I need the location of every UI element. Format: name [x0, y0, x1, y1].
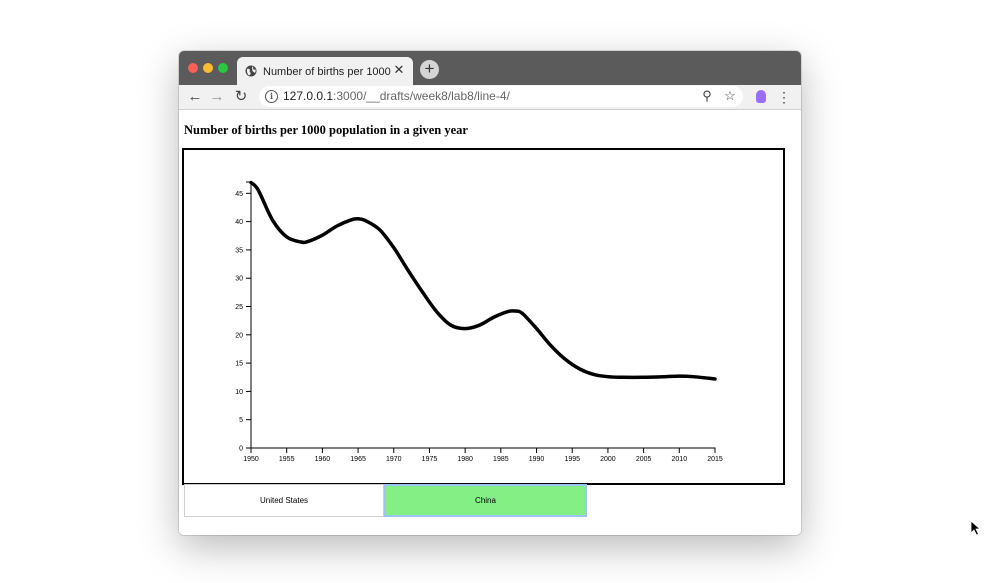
info-icon[interactable]: i: [265, 90, 278, 103]
browser-toolbar: ← → ↻ i 127.0.0.1:3000/__drafts/week8/la…: [179, 85, 801, 110]
series-line: [249, 180, 717, 381]
back-arrow-icon[interactable]: ←: [187, 88, 203, 105]
globe-icon: [245, 65, 257, 77]
x-tick-label: 2000: [600, 456, 616, 463]
x-tick-label: 1950: [243, 456, 259, 463]
y-tick-label: 15: [235, 361, 243, 368]
x-tick-label: 1985: [493, 456, 509, 463]
address-bar[interactable]: i 127.0.0.1:3000/__drafts/week8/lab8/lin…: [259, 86, 743, 107]
x-tick-label: 1990: [529, 456, 545, 463]
browser-tab[interactable]: Number of births per 1000 population in …: [237, 57, 413, 85]
url-text[interactable]: 127.0.0.1:3000/__drafts/week8/lab8/line-…: [283, 89, 510, 104]
url-host: 127.0.0.1: [283, 89, 334, 103]
x-tick-label: 1970: [386, 456, 402, 463]
zoom-icon[interactable]: ⚲: [702, 88, 712, 103]
close-window-button[interactable]: [188, 63, 198, 73]
x-tick-label: 1995: [564, 456, 580, 463]
mouse-cursor-icon: [970, 520, 982, 536]
y-tick-label: 20: [235, 332, 243, 339]
tab-title: Number of births per 1000 population in …: [263, 66, 393, 78]
tab-bar: Number of births per 1000 population in …: [179, 51, 801, 85]
x-tick-label: 1955: [279, 456, 295, 463]
page-content: Number of births per 1000 population in …: [179, 110, 801, 535]
y-tick-label: 40: [235, 219, 243, 226]
reload-icon[interactable]: ↻: [234, 88, 248, 105]
chart-container: 0 5 10 15 20 25 30 35 40 45 1950 1955 1960 1965 1970 19…: [182, 148, 785, 485]
new-tab-button[interactable]: +: [420, 60, 439, 79]
china-button[interactable]: China: [384, 484, 587, 517]
line-chart: 0 5 10 15 20 25 30 35 40 45 1950 1955 1960 1965 1970 19…: [235, 180, 723, 463]
close-icon[interactable]: ✕: [393, 62, 405, 77]
y-tick-label: 30: [235, 276, 243, 283]
x-axis: [250, 447, 716, 453]
y-tick-label: 0: [239, 446, 243, 453]
maximize-window-button[interactable]: [218, 63, 228, 73]
x-tick-label: 2005: [636, 456, 652, 463]
x-tick-label: 1960: [315, 456, 331, 463]
forward-arrow-icon[interactable]: →: [209, 88, 225, 105]
x-tick-label: 1965: [350, 456, 366, 463]
browser-window: Number of births per 1000 population in …: [179, 51, 801, 535]
united-states-button[interactable]: United States: [184, 484, 384, 517]
x-tick-label: 2010: [672, 456, 688, 463]
y-tick-label: 5: [239, 417, 243, 424]
menu-dots-icon[interactable]: ⋮: [777, 89, 791, 105]
extension-icon[interactable]: [756, 90, 766, 103]
y-tick-label: 10: [235, 389, 243, 396]
bookmark-star-icon[interactable]: ☆: [724, 88, 736, 103]
y-tick-label: 25: [235, 304, 243, 311]
x-tick-label: 1975: [422, 456, 438, 463]
x-tick-label: 2015: [707, 456, 723, 463]
y-tick-label: 45: [235, 191, 243, 198]
minimize-window-button[interactable]: [203, 63, 213, 73]
page-title: Number of births per 1000 population in …: [184, 123, 468, 137]
x-tick-label: 1980: [457, 456, 473, 463]
url-path: :3000/__drafts/week8/lab8/line-4/: [333, 89, 510, 103]
y-tick-label: 35: [235, 247, 243, 254]
